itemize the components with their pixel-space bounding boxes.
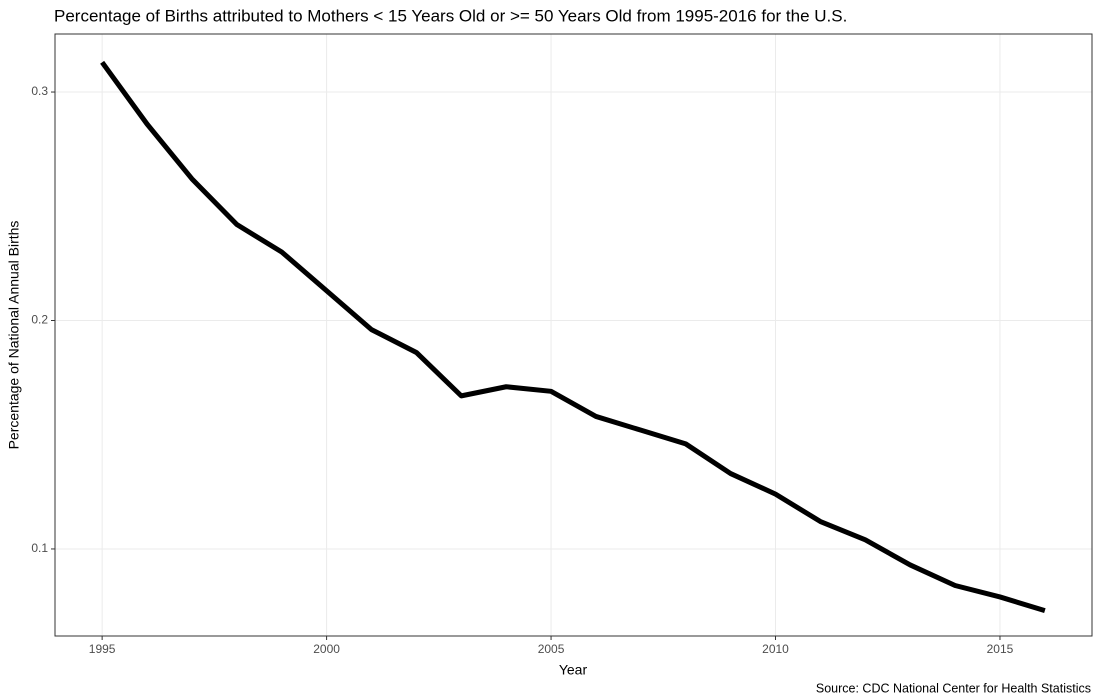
- x-tick-label: 1995: [89, 642, 116, 656]
- x-tick-label: 2000: [313, 642, 340, 656]
- y-tick-label: 0.3: [31, 84, 48, 98]
- y-axis-title: Percentage of National Annual Births: [6, 221, 22, 450]
- caption: Source: CDC National Center for Health S…: [816, 681, 1091, 695]
- chart-title: Percentage of Births attributed to Mothe…: [54, 6, 847, 25]
- x-axis-title: Year: [559, 662, 588, 678]
- y-tick-label: 0.1: [31, 541, 48, 555]
- x-tick-label: 2005: [538, 642, 565, 656]
- y-tick-label: 0.2: [31, 313, 48, 327]
- panel-border: [54, 33, 1093, 637]
- x-tick-label: 2015: [987, 642, 1014, 656]
- data-line: [100, 60, 1046, 614]
- x-tick-label: 2010: [762, 642, 789, 656]
